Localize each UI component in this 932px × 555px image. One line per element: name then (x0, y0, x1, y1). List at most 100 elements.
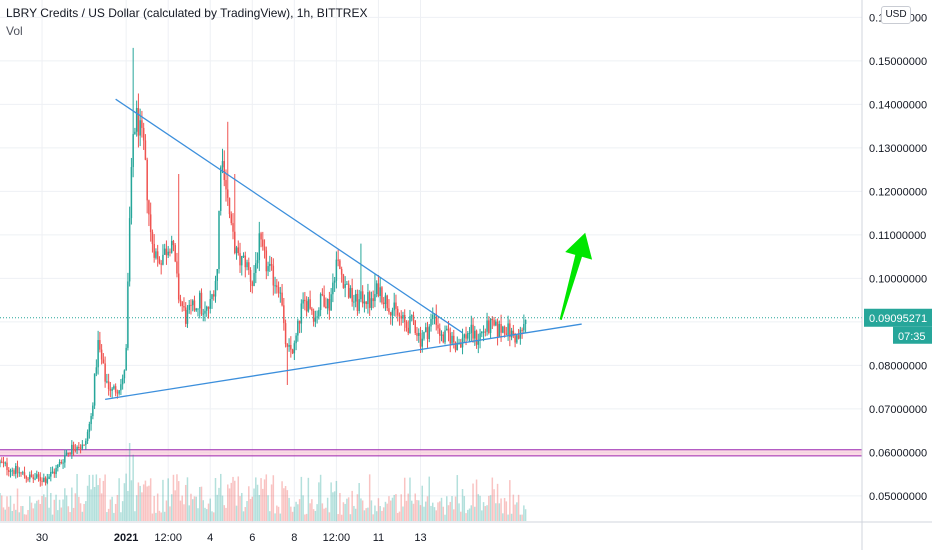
volume-bar (507, 514, 509, 521)
candle-body (78, 447, 80, 449)
volume-bar (135, 495, 138, 521)
volume-bar (286, 490, 289, 521)
candle-body (477, 340, 480, 345)
candle-body (498, 324, 501, 337)
volume-bar (439, 501, 441, 521)
volume-bar (156, 493, 159, 521)
candle-body (412, 315, 415, 321)
price-tick-label: 0.06000000 (869, 447, 927, 459)
candle-body (328, 299, 331, 311)
last-price-marker: 0.09095271 07:35 (864, 308, 932, 344)
volume-bar (144, 480, 147, 521)
volume-bar (113, 512, 115, 521)
candle-body (74, 449, 77, 451)
volume-bar (170, 494, 173, 521)
volume-bar (323, 508, 325, 521)
volume-bar (319, 474, 322, 521)
volume-bar (398, 511, 401, 521)
price-tick-label: 0.05000000 (869, 491, 927, 503)
volume-bar (361, 500, 364, 521)
candle-body (298, 320, 301, 324)
candle-body (481, 331, 483, 334)
candle-body (39, 476, 42, 481)
candle-body (472, 324, 474, 339)
volume-bar (400, 494, 402, 521)
candle-body (2, 462, 5, 464)
candle-body (67, 452, 70, 454)
candles-layer (0, 47, 527, 487)
volume-bar (488, 495, 490, 521)
candle-body (446, 328, 448, 331)
candle-body (300, 303, 303, 324)
candle-body (284, 323, 287, 345)
candle-body (470, 324, 473, 334)
candle-body (423, 332, 425, 339)
candle-body (107, 381, 110, 390)
volume-layer (0, 443, 527, 521)
descending-trendline (115, 98, 463, 334)
volume-bar (64, 488, 66, 521)
volume-bar (297, 504, 299, 521)
candle-body (337, 259, 339, 261)
candle-body (517, 335, 520, 339)
candle-body (214, 280, 217, 297)
volume-bar (444, 514, 446, 521)
candle-body (447, 328, 450, 333)
candle-body (297, 320, 299, 336)
volume-bar (402, 506, 404, 521)
candle-body (454, 342, 457, 351)
candle-body (234, 231, 236, 254)
candle-body (479, 333, 481, 341)
volume-bar (1, 495, 3, 521)
candle-body (64, 455, 66, 463)
volume-bar (428, 476, 430, 521)
volume-bar (332, 492, 334, 521)
volume-bar (27, 509, 29, 521)
currency-button[interactable]: USD (881, 6, 911, 24)
candle-body (281, 292, 283, 306)
volume-bar (163, 511, 166, 521)
volume-bar (207, 503, 210, 521)
volume-bar (423, 506, 425, 521)
candle-body (384, 295, 387, 305)
volume-bar (256, 484, 259, 521)
volume-bar (344, 503, 346, 521)
candle-body (205, 306, 208, 311)
volume-bar (48, 507, 50, 521)
chart-title: LBRY Credits / US Dollar (calculated by … (6, 6, 368, 20)
volume-bar (325, 507, 327, 521)
candle-body (260, 233, 262, 240)
candle-body (146, 159, 148, 201)
time-axis-labels: 30 2021 12:00 4 6 8 12:00 11 13 (36, 532, 427, 544)
candle-body (9, 470, 12, 472)
volume-bar (412, 503, 415, 521)
volume-bar (288, 497, 290, 521)
volume-bar (414, 493, 416, 521)
price-tick-label: 0.07000000 (869, 404, 927, 416)
candle-body (23, 472, 26, 477)
volume-bar (158, 510, 161, 521)
candle-body (330, 294, 332, 311)
candle-body (512, 330, 515, 336)
volume-bar (137, 482, 140, 521)
candle-body (97, 340, 99, 368)
volume-bar (246, 501, 248, 521)
candle-body (516, 335, 518, 343)
candle-body (449, 332, 452, 344)
volume-indicator-label[interactable]: Vol (6, 24, 23, 38)
candle-body (128, 218, 131, 282)
volume-bar (248, 486, 250, 521)
volume-bar (284, 486, 287, 521)
candle-body (43, 477, 45, 482)
volume-bar (191, 499, 194, 521)
candle-body (262, 239, 264, 247)
volume-bar (162, 479, 164, 521)
volume-bar (514, 504, 516, 521)
volume-bar (305, 513, 308, 521)
candle-body (495, 321, 497, 326)
volume-bar (509, 480, 511, 521)
candle-body (272, 265, 275, 286)
volume-bar (239, 496, 241, 521)
